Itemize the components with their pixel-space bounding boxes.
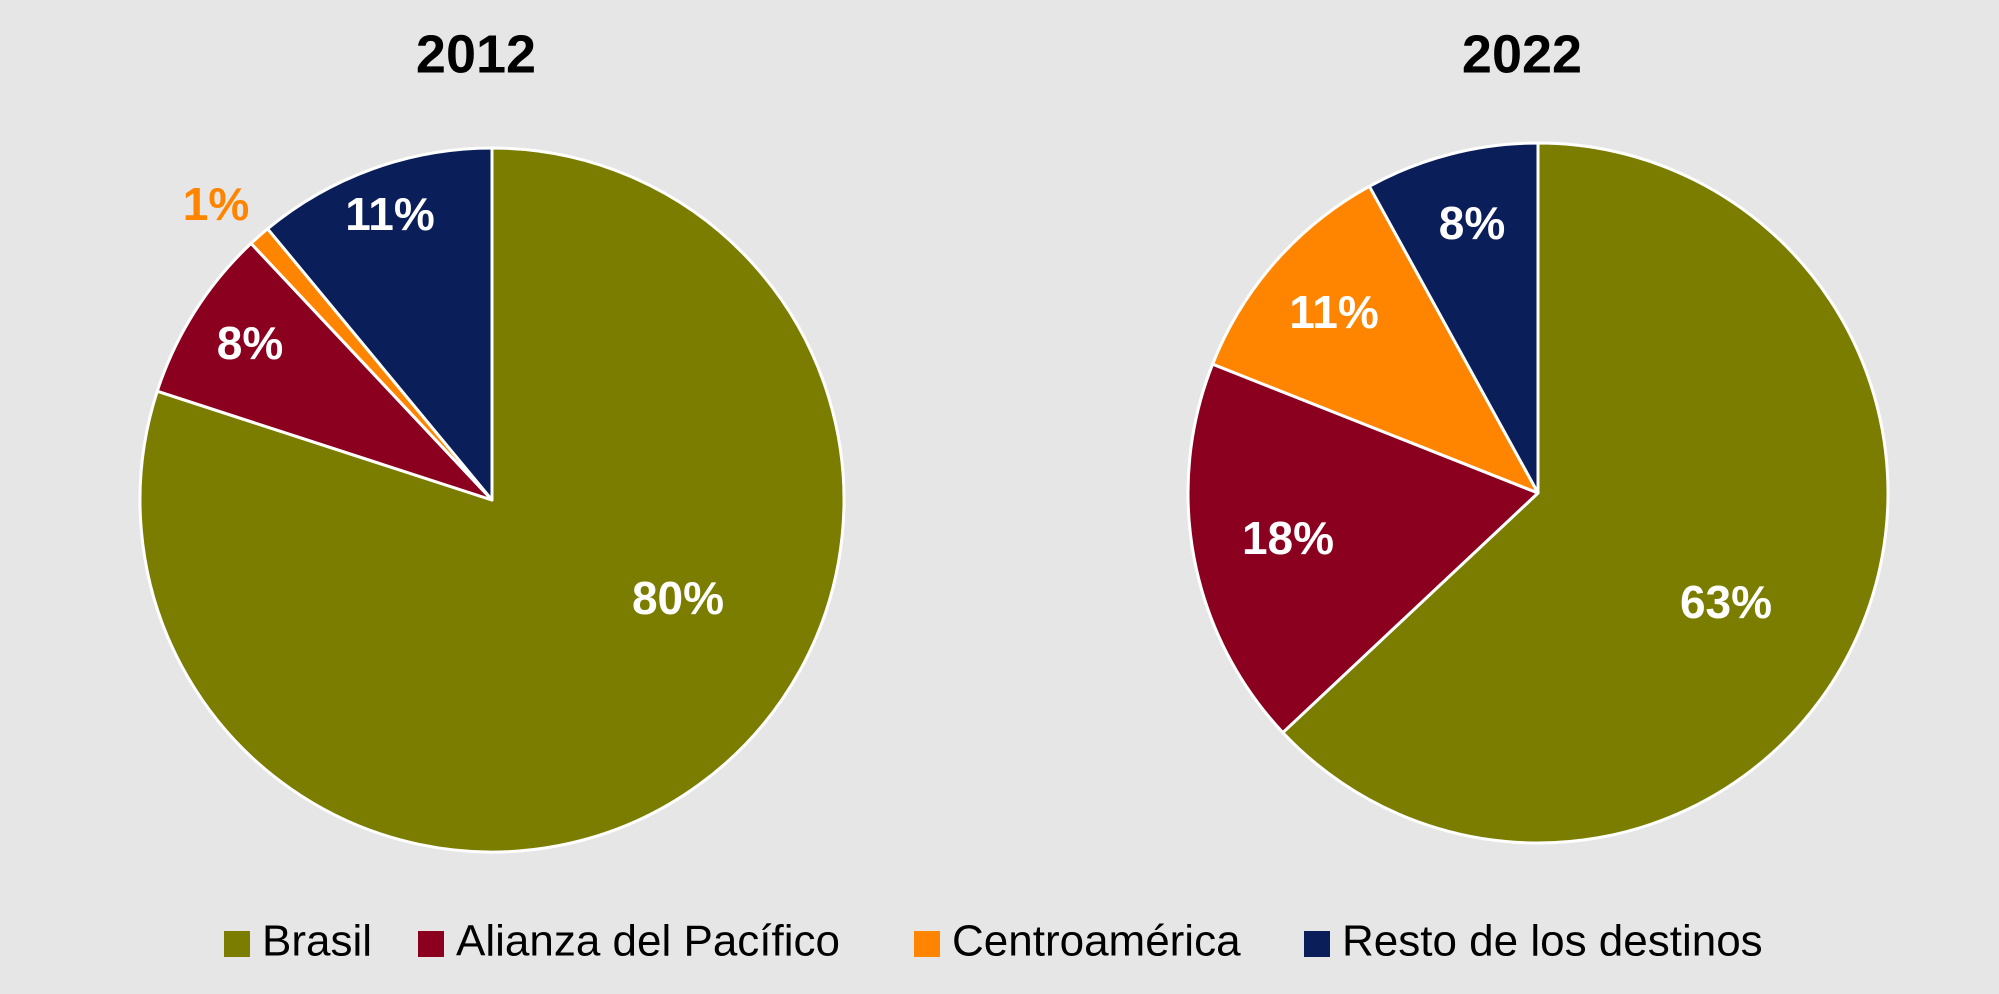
legend-item: Brasil bbox=[224, 917, 372, 966]
pie-slice-brasil bbox=[138, 146, 846, 854]
data-label: 11% bbox=[345, 188, 435, 240]
legend-label: Brasil bbox=[262, 917, 372, 966]
pie-title: 2012 bbox=[416, 24, 536, 84]
legend-label: Alianza del Pacífico bbox=[456, 917, 840, 966]
pie-slice-alianza-del-pac-fico bbox=[155, 241, 494, 502]
pie-chart-2022: 2022 63% 18% 11% 8% bbox=[1186, 24, 1890, 845]
pies-layer: 2012 80% 8% 1% 11% 2022 63% 18% 11% 8% bbox=[138, 24, 1890, 854]
data-label: 1% bbox=[183, 178, 249, 230]
data-label: 8% bbox=[217, 317, 283, 369]
pie-slice-brasil bbox=[1281, 141, 1890, 845]
pie-slice-centroam-rica bbox=[1211, 184, 1540, 495]
pie-slice-alianza-del-pac-fico bbox=[1186, 362, 1540, 735]
data-label: 63% bbox=[1680, 576, 1772, 628]
pie-slice-resto-de-los-destinos bbox=[266, 146, 494, 502]
legend-item: Alianza del Pacífico bbox=[418, 917, 840, 966]
data-label: 8% bbox=[1439, 197, 1505, 249]
legend-item: Resto de los destinos bbox=[1304, 917, 1763, 966]
legend-swatch bbox=[914, 931, 940, 957]
pie-slice-resto-de-los-destinos bbox=[1367, 141, 1540, 495]
data-label: 18% bbox=[1242, 512, 1334, 564]
data-label: 80% bbox=[632, 572, 724, 624]
legend-swatch bbox=[1304, 931, 1330, 957]
legend-swatch bbox=[418, 931, 444, 957]
legend-label: Centroamérica bbox=[952, 917, 1241, 966]
legend: Brasil Alianza del Pacífico Centroamérica R… bbox=[224, 917, 1763, 966]
legend-swatch bbox=[224, 931, 250, 957]
legend-item: Centroamérica bbox=[914, 917, 1241, 966]
pie-title: 2022 bbox=[1462, 24, 1582, 84]
data-label: 11% bbox=[1289, 286, 1379, 338]
pie-chart-2012: 2012 80% 8% 1% 11% bbox=[138, 24, 846, 854]
legend-label: Resto de los destinos bbox=[1342, 917, 1763, 966]
